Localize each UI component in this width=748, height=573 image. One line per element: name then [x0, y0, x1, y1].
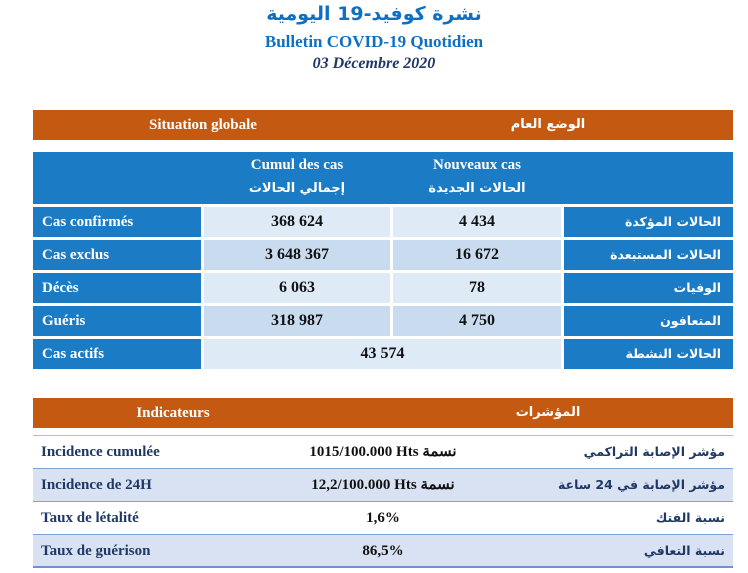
page-title-arabic: نشرة كوفيد-19 اليومية	[266, 3, 482, 25]
column-header-nouveaux-ar: الحالات الجديدة	[428, 181, 526, 196]
indicator-value: 1015/100.000 Hts نسمة	[309, 444, 457, 460]
indicator-label-fr: Incidence cumulée	[41, 444, 160, 460]
value-recovered-cumul: 318 987	[204, 306, 390, 336]
indicator-label-fr: Incidence de 24H	[41, 477, 152, 493]
value-active-total: 43 574	[204, 339, 561, 369]
indicator-label-fr: Taux de létalité	[41, 510, 139, 526]
section-bar-situation: Situation globale الوضع العام	[33, 110, 733, 140]
row-label-ar-active: الحالات النشطة	[564, 339, 733, 369]
row-label-fr-excluded: Cas exclus	[33, 240, 201, 270]
column-header-nouveaux: Nouveaux cas الحالات الجديدة	[393, 152, 561, 204]
situation-table-header: Cumul des cas إجمالي الحالات Nouveaux ca…	[33, 152, 733, 204]
section-title-indicators-fr: Indicateurs	[136, 405, 210, 421]
indicator-label-ar: مؤشر الإصابة التراكمي	[583, 444, 725, 459]
indicator-row-recovery-rate: Taux de guérison 86,5% نسبة التعافي	[33, 535, 733, 568]
section-title-indicators-ar: المؤشرات	[515, 405, 581, 420]
page-title-french: Bulletin COVID-19 Quotidien	[264, 32, 484, 51]
row-label-fr-active: Cas actifs	[33, 339, 201, 369]
section-title-situation-fr: Situation globale	[149, 117, 257, 133]
value-excluded-cumul: 3 648 367	[204, 240, 390, 270]
indicator-label-fr: Taux de guérison	[41, 543, 151, 559]
indicator-row-cumulative-incidence: Incidence cumulée 1015/100.000 Hts نسمة …	[33, 436, 733, 469]
row-label-ar-deaths: الوفيات	[564, 273, 733, 303]
column-header-cumul-fr: Cumul des cas	[250, 157, 344, 173]
row-label-fr-deaths: Décès	[33, 273, 201, 303]
column-header-cumul-ar: إجمالي الحالات	[248, 181, 346, 196]
row-label-fr-confirmed: Cas confirmés	[33, 207, 201, 237]
indicator-label-ar: نسبة الفتك	[655, 510, 725, 525]
value-deaths-new: 78	[393, 273, 561, 303]
row-label-ar-recovered: المتعافون	[564, 306, 733, 336]
column-header-nouveaux-fr: Nouveaux cas	[433, 157, 521, 173]
indicator-value: 12,2/100.000 Hts نسمة	[311, 477, 455, 493]
situation-table: Cumul des cas إجمالي الحالات Nouveaux ca…	[33, 152, 733, 369]
column-header-cumul: Cumul des cas إجمالي الحالات	[204, 152, 390, 204]
value-confirmed-cumul: 368 624	[204, 207, 390, 237]
row-label-ar-confirmed: الحالات المؤكدة	[564, 207, 733, 237]
indicators-table: Incidence cumulée 1015/100.000 Hts نسمة …	[33, 435, 733, 568]
value-recovered-new: 4 750	[393, 306, 561, 336]
value-confirmed-new: 4 434	[393, 207, 561, 237]
bulletin-date: 03 Décembre 2020	[312, 55, 436, 72]
indicator-row-24h-incidence: Incidence de 24H 12,2/100.000 Hts نسمة م…	[33, 469, 733, 502]
indicator-value: 86,5%	[362, 543, 404, 559]
row-label-ar-excluded: الحالات المستبعدة	[564, 240, 733, 270]
indicator-row-fatality-rate: Taux de létalité 1,6% نسبة الفتك	[33, 502, 733, 535]
value-excluded-new: 16 672	[393, 240, 561, 270]
row-label-fr-recovered: Guéris	[33, 306, 201, 336]
section-bar-indicators: Indicateurs المؤشرات	[33, 398, 733, 428]
indicator-value: 1,6%	[366, 510, 400, 526]
value-deaths-cumul: 6 063	[204, 273, 390, 303]
indicator-label-ar: مؤشر الإصابة في 24 ساعة	[557, 477, 725, 492]
indicator-label-ar: نسبة التعافي	[643, 543, 725, 558]
section-title-situation-ar: الوضع العام	[510, 117, 586, 132]
